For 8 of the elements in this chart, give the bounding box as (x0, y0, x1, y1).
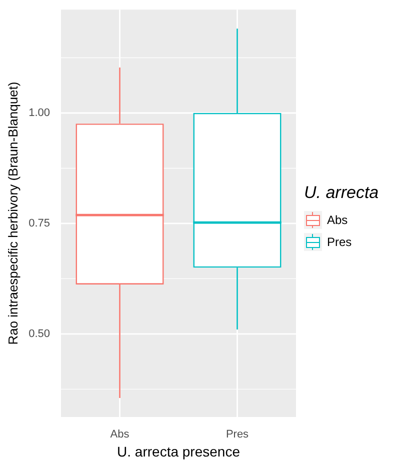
legend-title: U. arrecta (304, 183, 379, 203)
x-axis-title: U. arrecta presence (117, 443, 240, 460)
y-tick-label: 0.75 (28, 217, 50, 230)
legend-label: Abs (327, 213, 348, 227)
legend-label: Pres (327, 235, 352, 249)
y-tick-label: 0.50 (28, 328, 50, 340)
y-tick-label: 1.00 (28, 107, 50, 120)
y-axis-title: Rao intraespecific herbivory (Braun-Blanquet) (5, 82, 20, 345)
